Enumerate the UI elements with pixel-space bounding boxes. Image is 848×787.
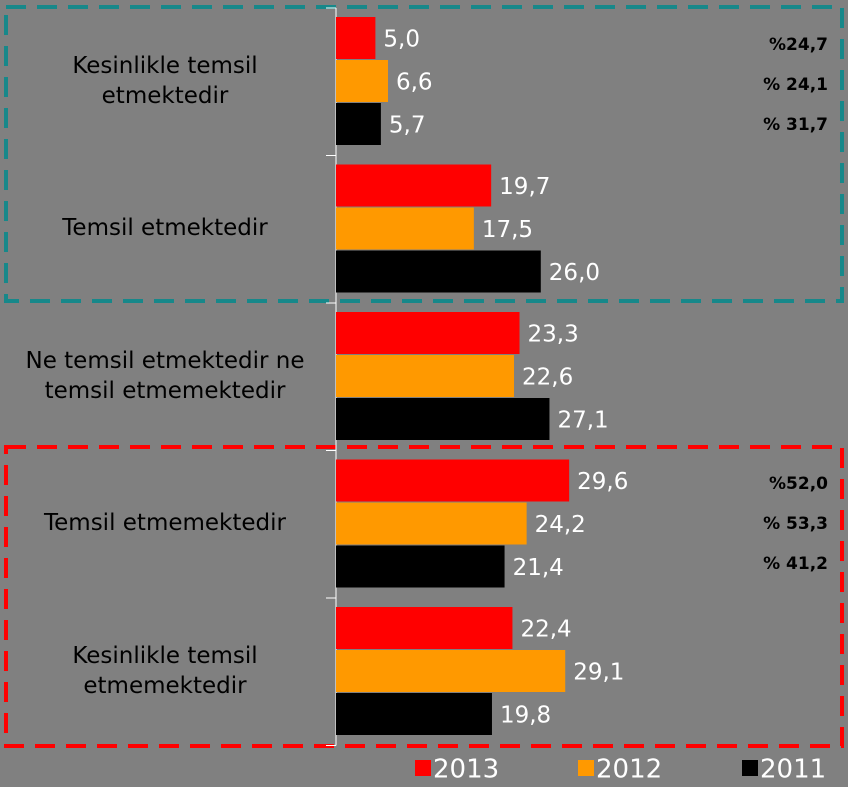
legend-label: 2013	[433, 755, 499, 785]
category-label-box: Kesinlikle temsil etmektedir	[72, 52, 258, 109]
legend-swatch	[742, 760, 758, 776]
legend-label: 2012	[596, 755, 662, 785]
bar	[336, 398, 550, 440]
category-label: Ne temsil etmektedir ne temsil etmemekte…	[25, 347, 305, 404]
annotation: % 24,1	[763, 75, 828, 95]
category-label-box: Kesinlikle temsil etmemektedir	[72, 642, 258, 699]
data-label: 5,7	[389, 113, 426, 139]
data-label: 29,6	[577, 469, 628, 495]
bar	[336, 693, 492, 735]
annotation: % 31,7	[763, 115, 828, 135]
category-label-box: Temsil etmemektedir	[44, 510, 286, 537]
group-box-positive	[4, 5, 844, 303]
data-label: 5,0	[383, 27, 420, 53]
bar	[336, 103, 381, 145]
category-label: Temsil etmemektedir	[44, 510, 286, 537]
bar	[336, 607, 513, 649]
group-box-negative	[4, 445, 844, 748]
data-label: 26,0	[549, 260, 600, 286]
legend-label: 2011	[760, 755, 826, 785]
data-label: 22,4	[520, 617, 571, 643]
category-label-box: Temsil etmektedir	[62, 215, 268, 242]
legend-swatch	[415, 760, 431, 776]
bar	[336, 355, 515, 397]
bar	[336, 164, 492, 207]
category-label: Temsil etmektedir	[62, 215, 268, 242]
bar	[336, 312, 520, 354]
bar	[336, 60, 388, 102]
bar	[336, 650, 566, 692]
data-label: 17,5	[482, 217, 533, 243]
annotation: % 53,3	[763, 514, 828, 534]
data-label: 19,8	[500, 703, 551, 729]
annotation: %24,7	[769, 35, 828, 55]
annotation: % 41,2	[763, 554, 828, 574]
bar	[336, 17, 376, 59]
category-label: Kesinlikle temsil etmektedir	[72, 52, 258, 109]
data-label: 19,7	[499, 174, 550, 200]
data-label: 21,4	[513, 555, 564, 581]
bar	[336, 545, 505, 588]
bar	[336, 250, 541, 293]
data-label: 23,3	[528, 322, 579, 348]
data-label: 24,2	[535, 512, 586, 538]
data-label: 29,1	[573, 660, 624, 686]
bar	[336, 502, 527, 545]
bar	[336, 207, 474, 250]
data-label: 6,6	[396, 70, 433, 96]
legend-swatch	[578, 760, 594, 776]
category-label: Kesinlikle temsil etmemektedir	[72, 642, 258, 699]
category-label-box: Ne temsil etmektedir ne temsil etmemekte…	[25, 347, 305, 404]
bar	[336, 459, 570, 502]
data-label: 27,1	[557, 408, 608, 434]
annotation: %52,0	[769, 474, 828, 494]
data-label: 22,6	[522, 365, 573, 391]
